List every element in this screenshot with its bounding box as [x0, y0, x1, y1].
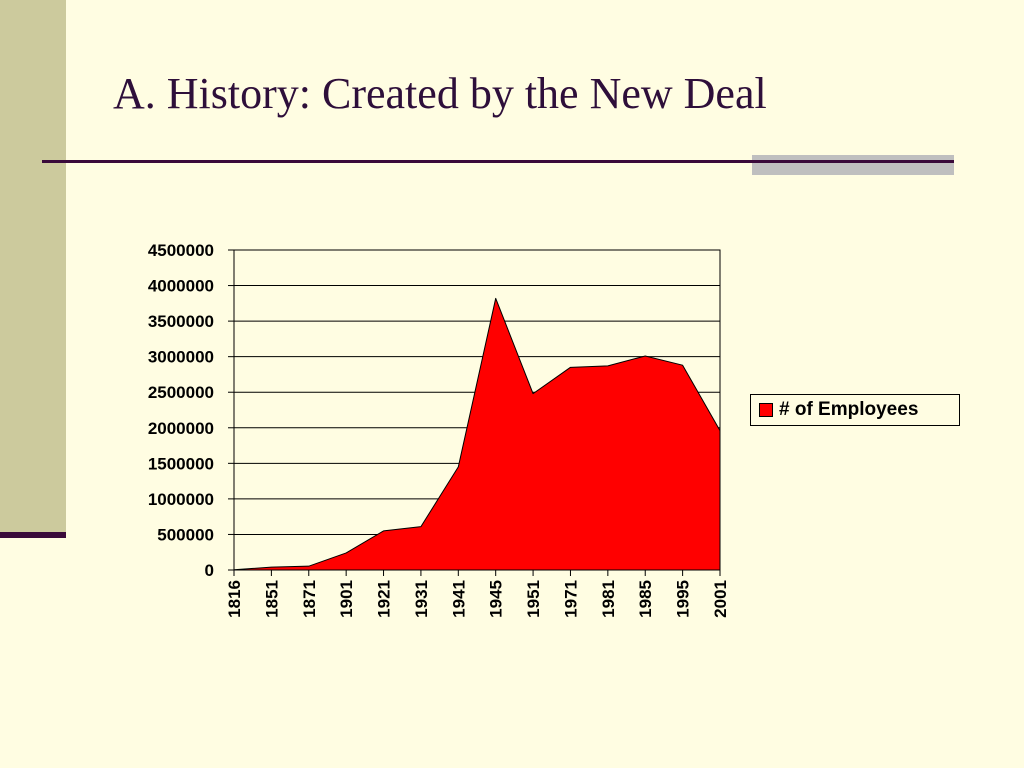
x-tick-label: 1941: [449, 580, 468, 618]
title-rule-accent: [752, 155, 954, 175]
area-layer: [233, 297, 721, 571]
y-tick-label: 3000000: [148, 348, 214, 367]
legend: # of Employees: [750, 394, 960, 426]
title-rule: [42, 160, 952, 163]
y-tick-label: 2500000: [148, 383, 214, 402]
x-tick-label: 2001: [711, 580, 730, 618]
x-tick-label: 1816: [225, 580, 244, 618]
legend-label: # of Employees: [779, 399, 919, 420]
y-tick-label: 2000000: [148, 419, 214, 438]
x-tick-label: 1931: [412, 580, 431, 618]
y-tick-label: 4000000: [148, 277, 214, 296]
x-tick-label: 1971: [561, 580, 580, 618]
slide-title: A. History: Created by the New Deal: [113, 69, 767, 118]
x-tick-label: 1901: [337, 580, 356, 618]
x-axis: 1816 1851 1871 1901 1921 1931 1941 1945 1951 1971…: [225, 569, 730, 618]
series-area: [233, 297, 721, 571]
x-tick-label: 1981: [599, 580, 618, 618]
legend-swatch: [759, 403, 773, 417]
side-bar: [0, 0, 66, 536]
y-tick-label: 4500000: [148, 241, 214, 260]
x-tick-label: 1985: [636, 580, 655, 618]
y-tick-label: 0: [205, 561, 214, 580]
y-tick-label: 500000: [157, 525, 214, 544]
x-tick-label: 1995: [674, 580, 693, 618]
x-tick-label: 1945: [487, 580, 506, 618]
side-bar-accent: [0, 532, 66, 538]
y-tick-label: 1000000: [148, 490, 214, 509]
x-tick-label: 1951: [524, 580, 543, 618]
y-tick-label: 3500000: [148, 312, 214, 331]
x-tick-label: 1851: [262, 580, 281, 618]
x-tick-label: 1871: [300, 580, 319, 618]
y-axis: 0 500000 1000000 1500000 2000000 2500000 30000…: [148, 241, 234, 580]
x-tick-label: 1921: [375, 580, 394, 618]
y-tick-label: 1500000: [148, 454, 214, 473]
